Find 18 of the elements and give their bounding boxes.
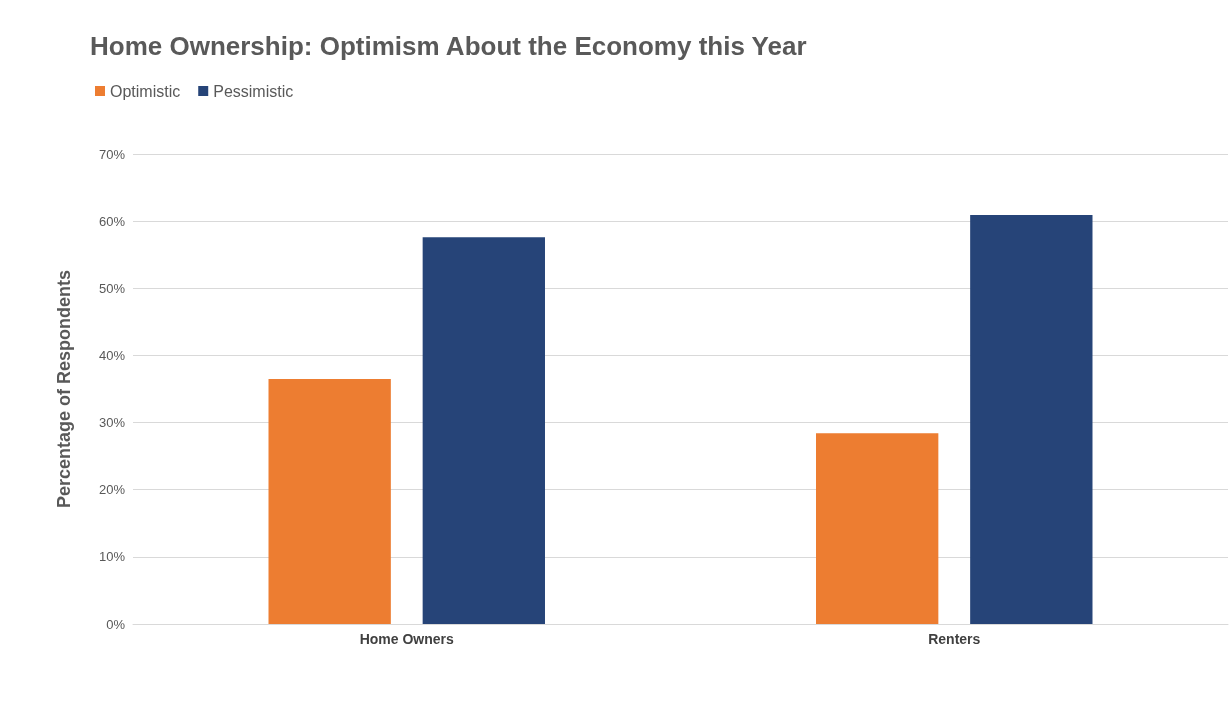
bar [268,378,391,624]
chart-title: Home Ownership: Optimism About the Economy this Year [90,31,807,61]
y-tick-label: 40% [98,347,126,363]
y-tick-label: 20% [98,482,126,498]
y-tick-label: 0% [106,616,126,632]
y-tick-label: 70% [98,146,126,162]
y-axis-title: Percentage of Respondents [54,269,74,509]
legend-label: Pessimistic [213,82,294,100]
bar [970,215,1093,624]
legend-label: Optimistic [110,82,181,100]
y-tick-label: 30% [98,415,126,431]
y-tick-label: 60% [98,213,126,229]
y-tick-label: 10% [98,549,126,565]
x-tick-label: Home Owners [359,631,455,647]
x-tick-label: Renters [928,631,981,647]
bar [422,237,545,624]
y-tick-label: 50% [98,280,126,296]
bar [816,433,939,624]
